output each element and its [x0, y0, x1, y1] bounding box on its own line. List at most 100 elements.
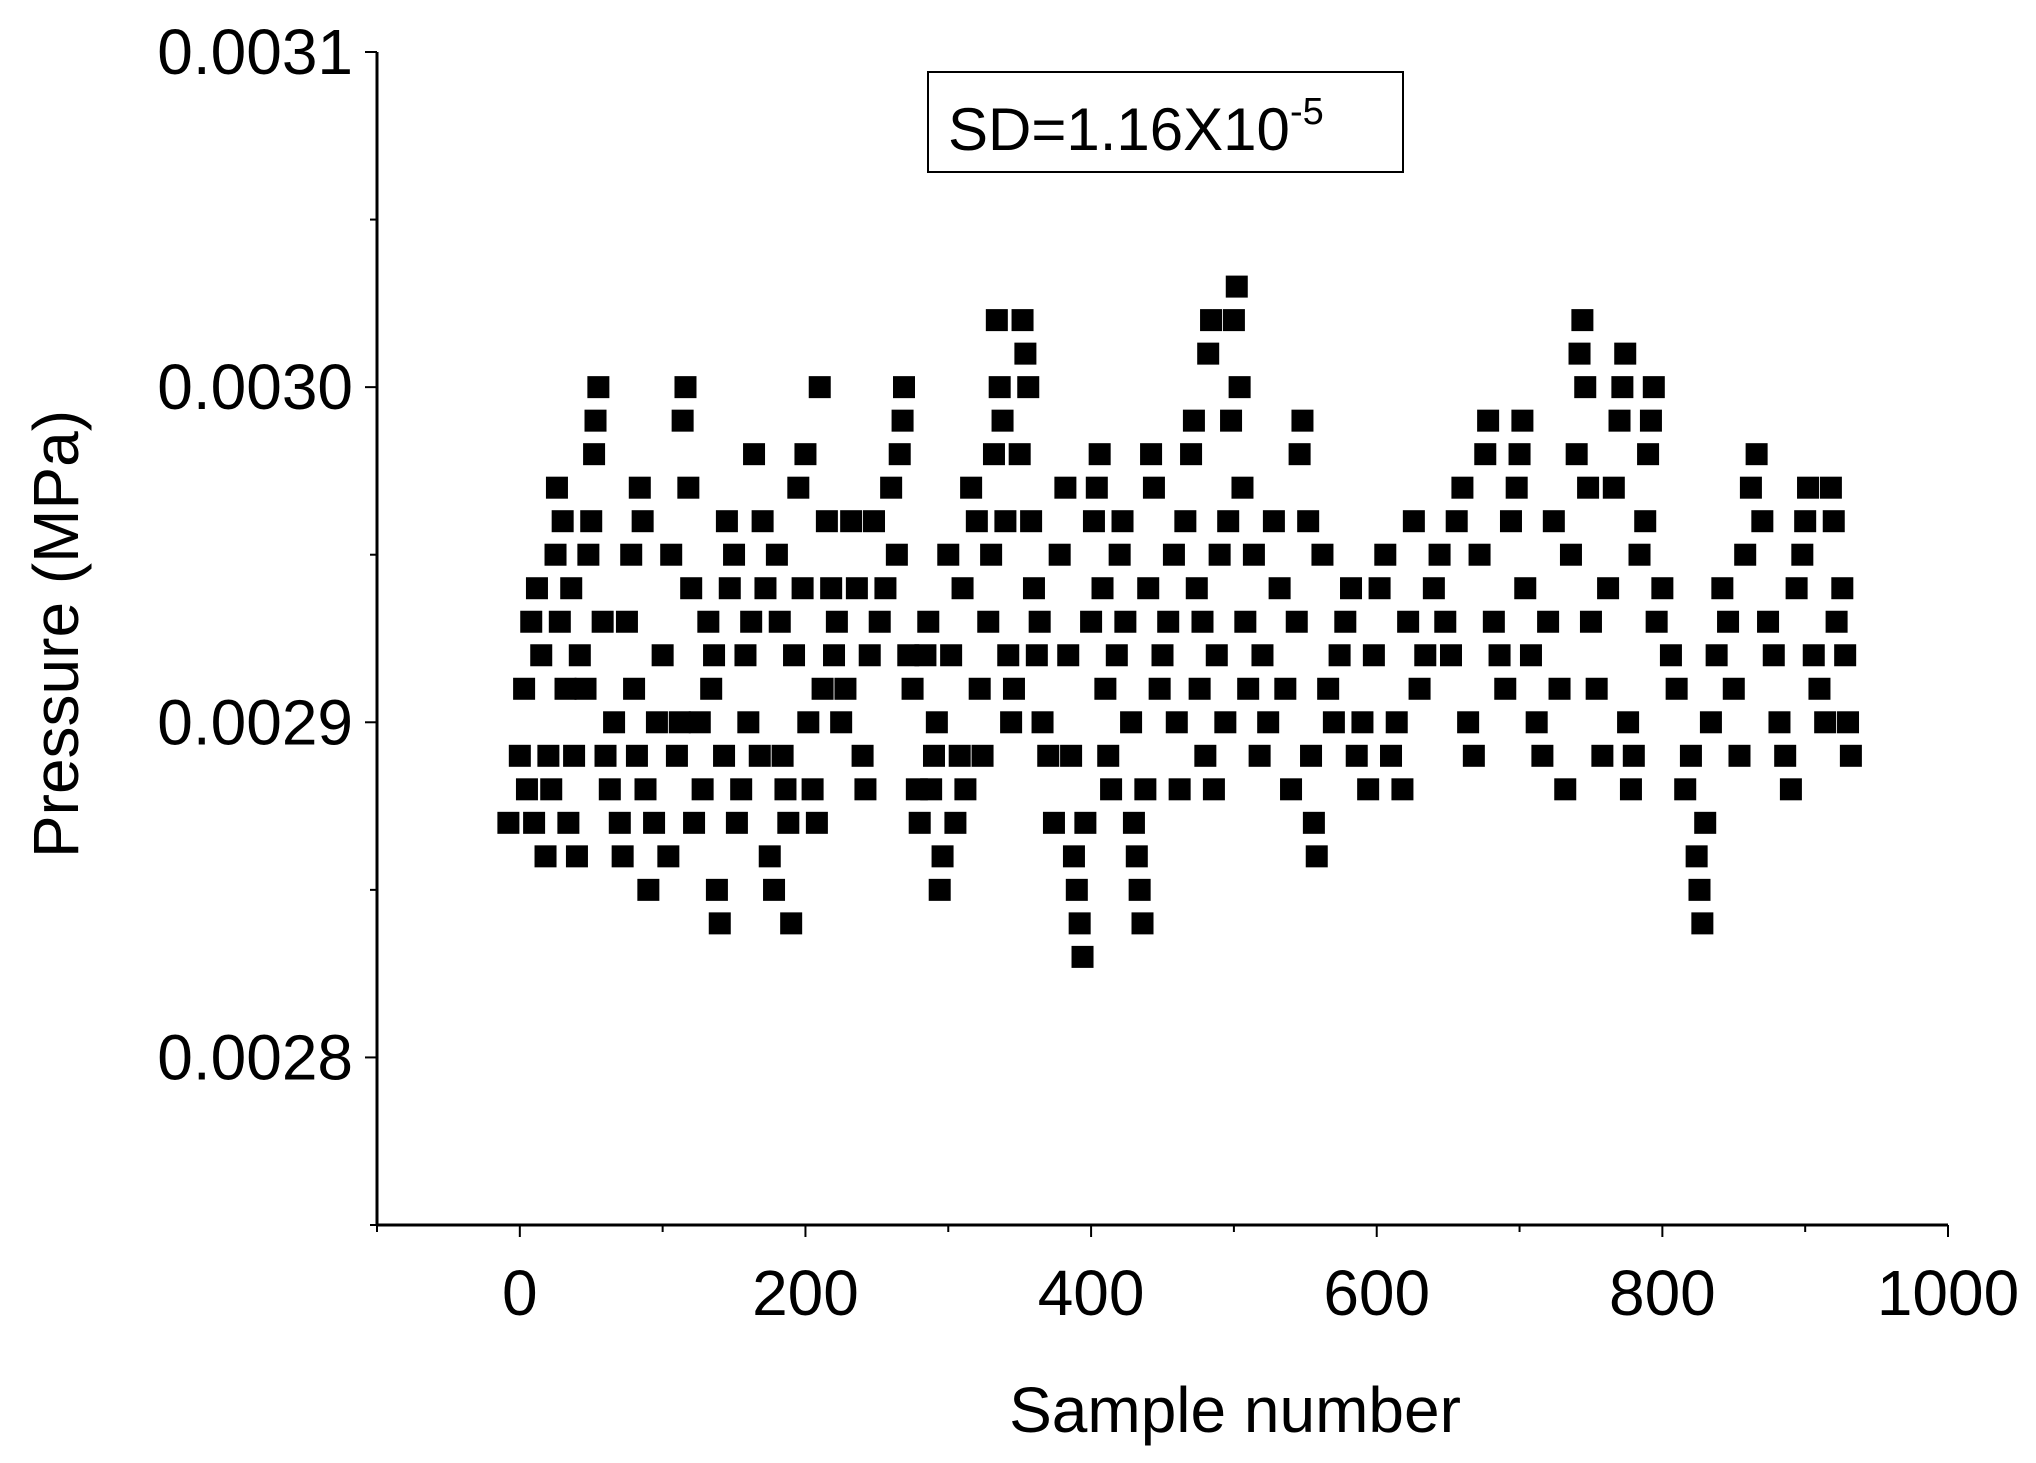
data-point — [808, 376, 831, 399]
data-point — [568, 644, 591, 667]
data-point — [1705, 644, 1728, 667]
data-point — [1542, 510, 1565, 533]
axes — [375, 52, 1948, 1227]
data-point — [1228, 376, 1251, 399]
data-point — [1457, 711, 1480, 734]
data-point — [1345, 744, 1368, 767]
data-point — [680, 577, 703, 600]
data-point — [1622, 744, 1645, 767]
data-point — [780, 912, 803, 935]
data-point — [1174, 510, 1197, 533]
data-point — [544, 543, 567, 566]
data-point — [1222, 309, 1245, 332]
data-point — [1285, 610, 1308, 633]
data-point — [891, 409, 914, 432]
data-point — [1128, 878, 1151, 901]
data-point — [1291, 409, 1314, 432]
data-point — [982, 443, 1005, 466]
data-point — [988, 376, 1011, 399]
data-point — [565, 845, 588, 868]
data-point — [1462, 744, 1485, 767]
data-point — [1577, 476, 1600, 499]
data-point — [1048, 543, 1071, 566]
data-point — [1217, 510, 1240, 533]
data-point — [1808, 677, 1831, 700]
data-point — [1094, 677, 1117, 700]
data-point — [834, 677, 857, 700]
x-tick-label: 800 — [1609, 1257, 1716, 1329]
data-point — [1688, 878, 1711, 901]
data-point — [1819, 476, 1842, 499]
data-point — [1762, 644, 1785, 667]
data-point — [1131, 912, 1154, 935]
data-point — [897, 644, 920, 667]
data-point — [1060, 744, 1083, 767]
data-point — [1111, 510, 1134, 533]
data-point — [1711, 577, 1734, 600]
data-point — [1334, 610, 1357, 633]
data-point — [825, 610, 848, 633]
data-point — [603, 711, 626, 734]
data-point — [1639, 409, 1662, 432]
data-point — [928, 878, 951, 901]
data-point — [1322, 711, 1345, 734]
data-point — [530, 644, 553, 667]
data-point — [748, 744, 771, 767]
data-point — [577, 543, 600, 566]
data-point — [771, 744, 794, 767]
data-point — [594, 744, 617, 767]
data-point — [1439, 644, 1462, 667]
data-point — [1257, 711, 1280, 734]
data-point — [674, 376, 697, 399]
data-point — [922, 744, 945, 767]
data-point — [715, 510, 738, 533]
data-point — [615, 610, 638, 633]
data-point — [1300, 744, 1323, 767]
data-point — [815, 510, 838, 533]
data-point — [1814, 711, 1837, 734]
data-point — [591, 610, 614, 633]
data-point — [628, 476, 651, 499]
data-point — [1074, 811, 1097, 834]
data-point — [1474, 443, 1497, 466]
data-point — [1597, 577, 1620, 600]
data-point — [1242, 543, 1265, 566]
data-point — [1728, 744, 1751, 767]
data-point — [777, 811, 800, 834]
data-point — [1380, 744, 1403, 767]
data-point — [1200, 309, 1223, 332]
sd-annotation: SD=1.16X10-5 — [927, 71, 1404, 173]
data-point — [580, 510, 603, 533]
data-point — [1665, 677, 1688, 700]
data-point — [948, 744, 971, 767]
data-point — [1651, 577, 1674, 600]
data-point — [1220, 409, 1243, 432]
data-point — [734, 644, 757, 667]
data-point — [1834, 644, 1857, 667]
data-point — [1374, 543, 1397, 566]
data-point — [1745, 443, 1768, 466]
data-point — [713, 744, 736, 767]
data-point — [1659, 644, 1682, 667]
data-point — [634, 778, 657, 801]
data-point — [1785, 577, 1808, 600]
data-point — [691, 778, 714, 801]
data-point — [1802, 644, 1825, 667]
data-point — [631, 510, 654, 533]
data-point — [1774, 744, 1797, 767]
data-point — [1082, 510, 1105, 533]
data-point — [1434, 610, 1457, 633]
x-tick-label: 200 — [752, 1257, 859, 1329]
data-point — [497, 811, 520, 834]
data-point — [888, 443, 911, 466]
data-point — [1057, 644, 1080, 667]
data-point — [768, 610, 791, 633]
x-tick-label: 1000 — [1877, 1257, 2019, 1329]
data-point — [560, 577, 583, 600]
data-point — [914, 644, 937, 667]
data-point — [1122, 811, 1145, 834]
data-point — [874, 577, 897, 600]
data-point — [1288, 443, 1311, 466]
data-point — [977, 610, 1000, 633]
data-point — [1202, 778, 1225, 801]
